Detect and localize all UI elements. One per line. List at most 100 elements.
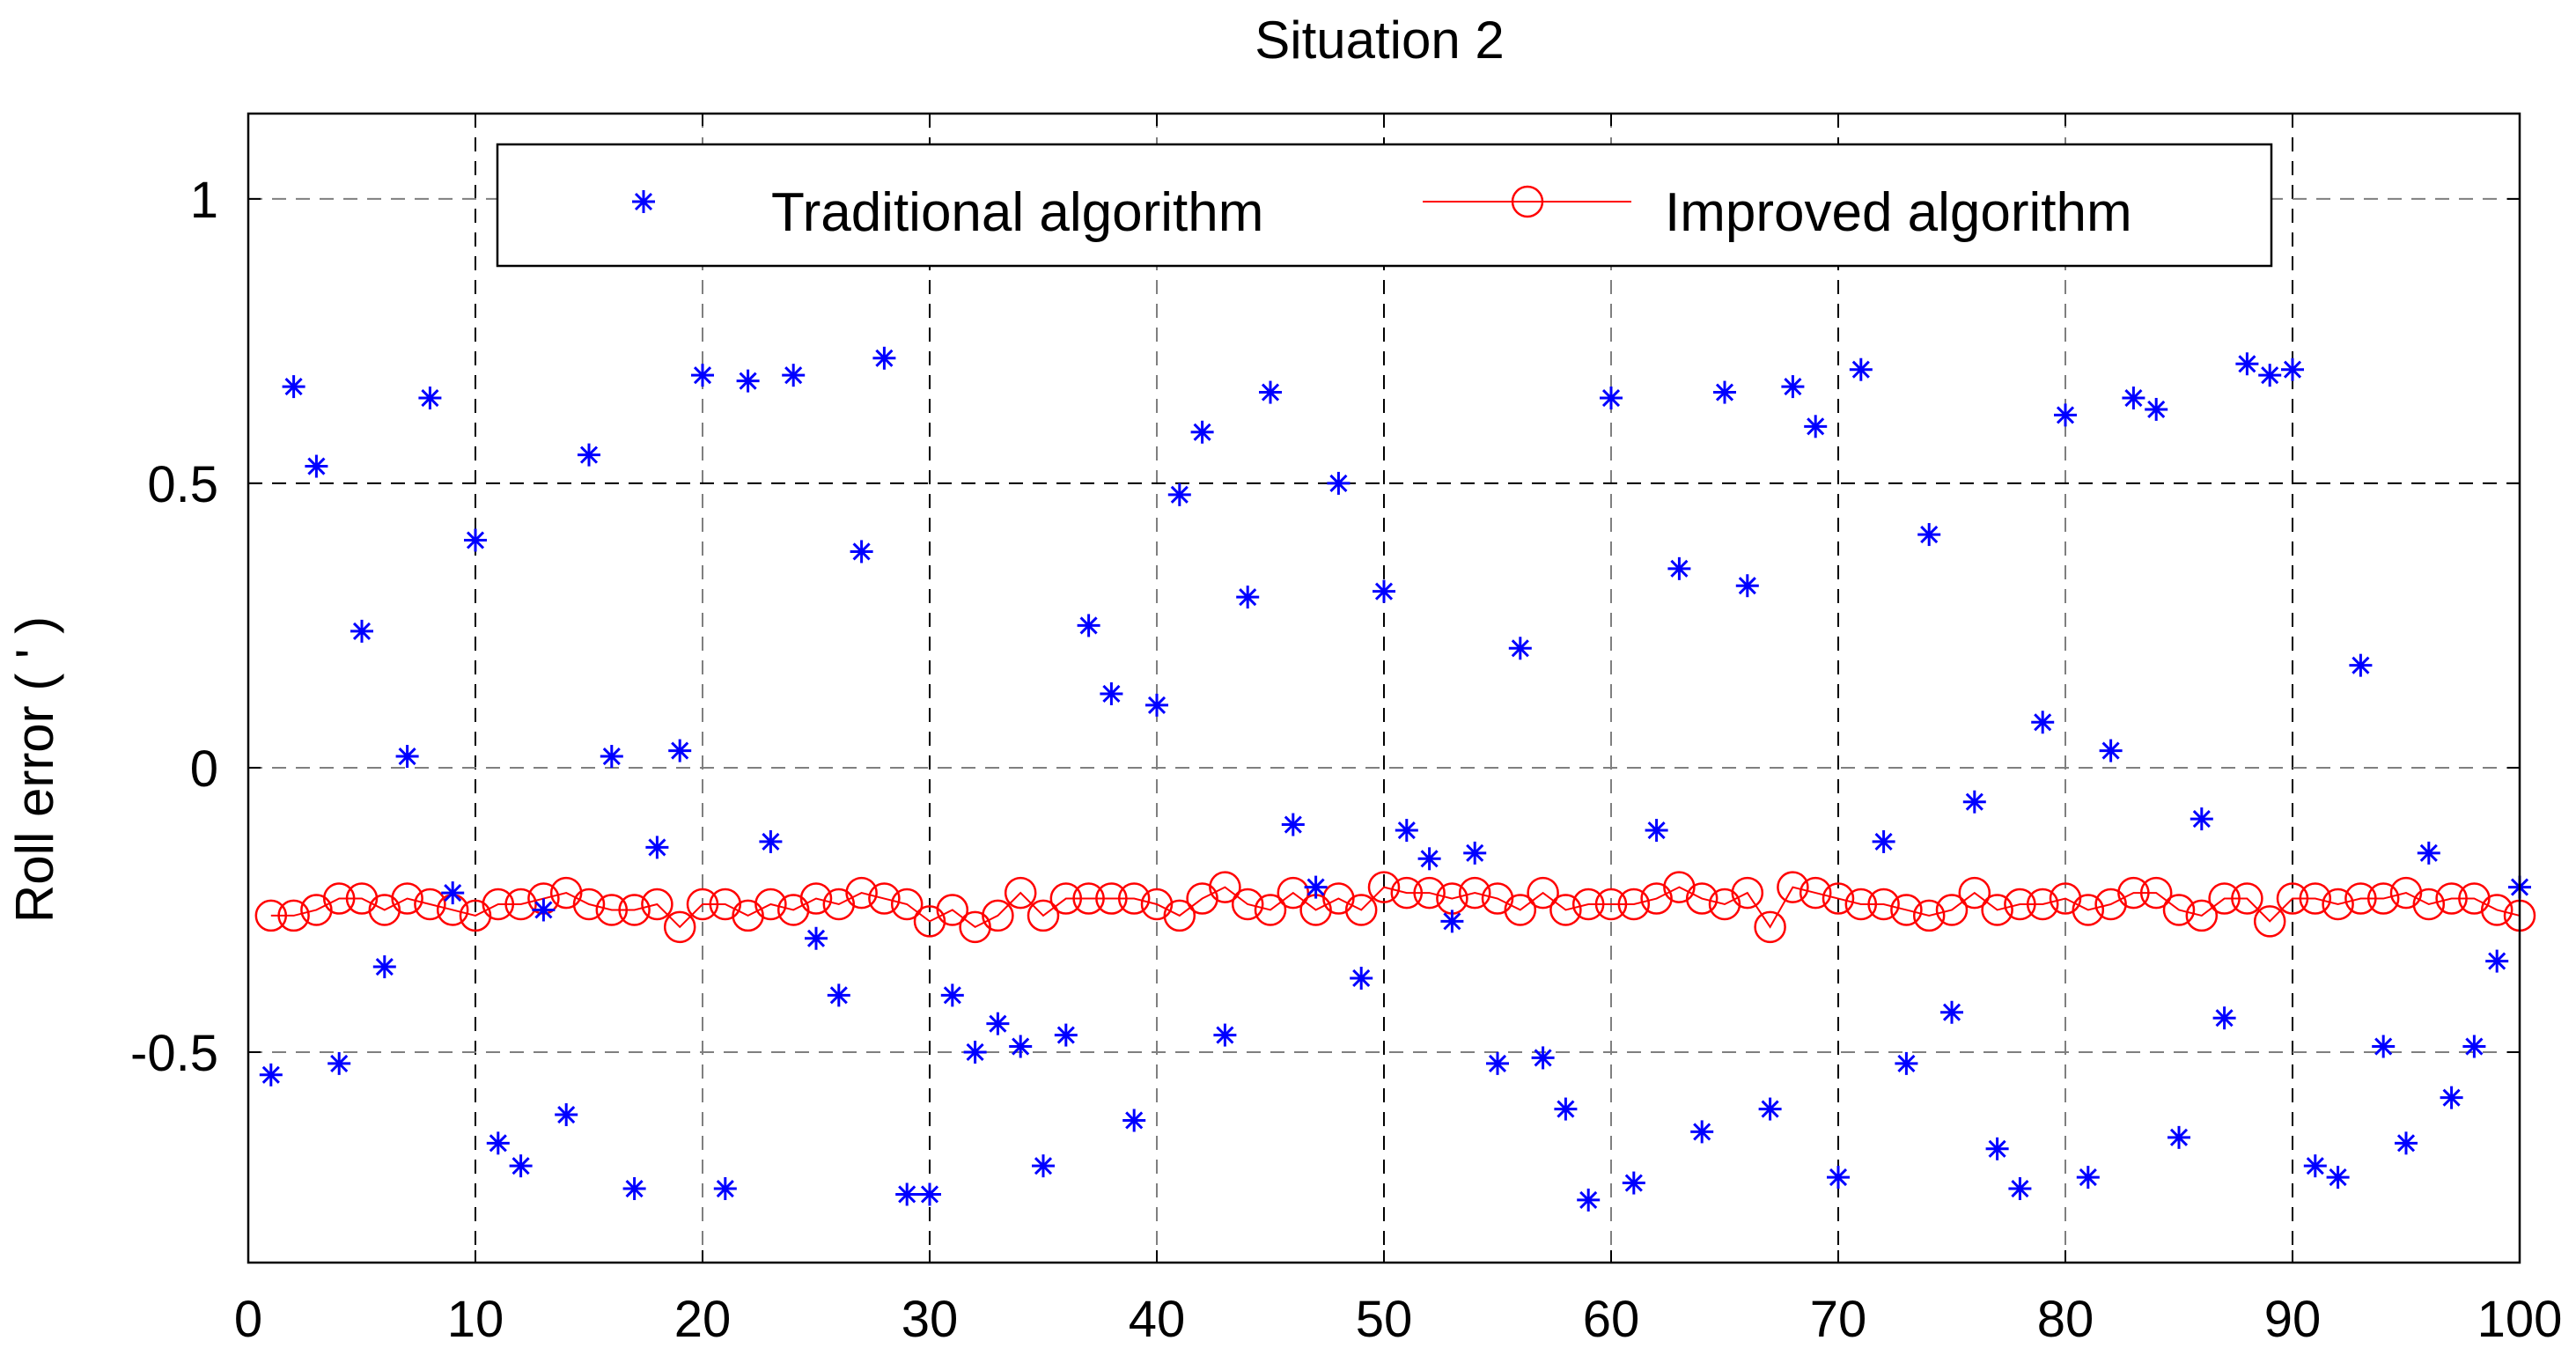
asterisk-stroke xyxy=(762,832,780,851)
traditional-point xyxy=(578,443,600,467)
asterisk-stroke xyxy=(648,838,666,857)
y-tick-label: 1 xyxy=(190,172,218,229)
traditional-point xyxy=(986,1012,1010,1035)
asterisk-stroke xyxy=(1579,1190,1598,1209)
asterisk-stroke xyxy=(284,378,303,396)
traditional-point xyxy=(1281,813,1305,836)
traditional-point xyxy=(1122,1109,1146,1132)
traditional-point xyxy=(827,983,850,1007)
x-tick-label: 10 xyxy=(447,1291,504,1348)
traditional-point xyxy=(1917,523,1941,547)
improved-point xyxy=(2185,899,2219,932)
chart-title: Situation 2 xyxy=(1255,11,1505,70)
traditional-point xyxy=(2281,357,2304,381)
asterisk-stroke xyxy=(1374,582,1394,600)
improved-point xyxy=(1186,882,1218,915)
grid xyxy=(248,114,2520,1263)
asterisk-stroke xyxy=(2442,1088,2461,1107)
asterisk-stroke xyxy=(2238,355,2256,373)
asterisk-stroke xyxy=(1988,1139,2006,1158)
traditional-point xyxy=(2485,949,2509,973)
improved-point xyxy=(2344,882,2377,915)
traditional-point xyxy=(2303,1154,2327,1178)
traditional-point xyxy=(1940,1000,1963,1024)
traditional-point xyxy=(1622,1171,1645,1195)
asterisk-stroke xyxy=(1261,383,1280,401)
traditional-point xyxy=(1735,574,1759,598)
traditional-point xyxy=(1032,1154,1055,1178)
asterisk-stroke xyxy=(534,901,553,919)
asterisk-stroke xyxy=(1306,878,1325,896)
improved-point xyxy=(1004,876,1037,910)
traditional-point xyxy=(418,387,442,410)
improved-point xyxy=(1527,876,1559,910)
legend-box xyxy=(496,143,2273,268)
traditional-point xyxy=(2326,1166,2350,1190)
asterisk-stroke xyxy=(852,542,871,561)
asterisk-stroke xyxy=(1851,360,1870,379)
asterisk-stroke xyxy=(1693,1123,1711,1141)
asterisk-stroke xyxy=(1102,684,1121,703)
asterisk-stroke xyxy=(1920,526,1939,544)
improved-point xyxy=(2480,894,2513,926)
asterisk-stroke xyxy=(1466,843,1484,862)
x-tick-label: 0 xyxy=(234,1291,262,1348)
asterisk-stroke xyxy=(261,1065,280,1084)
traditional-point xyxy=(645,836,669,859)
traditional-point xyxy=(2417,841,2440,865)
traditional-point xyxy=(1395,819,1418,843)
improved-point xyxy=(1344,894,1378,926)
asterisk-stroke xyxy=(2329,1168,2347,1187)
improved-point xyxy=(2004,888,2036,921)
asterisk-stroke xyxy=(375,957,394,976)
improved-point xyxy=(1890,894,1923,926)
traditional-point xyxy=(1849,357,1873,381)
traditional-point xyxy=(2054,403,2077,427)
x-tick-label: 60 xyxy=(1583,1291,1640,1348)
asterisk-stroke xyxy=(1624,1174,1643,1192)
improved-point xyxy=(1117,882,1151,915)
improved-point xyxy=(2139,876,2173,910)
traditional-point xyxy=(1259,380,1282,404)
asterisk-stroke xyxy=(1557,1100,1575,1118)
improved-point xyxy=(322,882,356,915)
improved-point xyxy=(1617,888,1651,921)
traditional-point xyxy=(1145,693,1168,717)
traditional-point xyxy=(328,1051,351,1075)
y-tick-label: 0 xyxy=(190,740,218,798)
traditional-point xyxy=(1827,1166,1850,1190)
axis-tick-labels: 0 10 20 30 40 50 60 70 80 90 100 -0.5 0 0.5 1 xyxy=(130,172,2562,1348)
improved-point xyxy=(1504,894,1537,926)
improved-point xyxy=(1822,882,1855,915)
traditional-point xyxy=(1373,579,1395,603)
traditional-point xyxy=(441,881,465,905)
improved-point xyxy=(2162,894,2196,926)
improved-point xyxy=(277,899,310,932)
asterisk-stroke xyxy=(2147,400,2166,419)
traditional-point xyxy=(1486,1051,1509,1075)
improved-point xyxy=(1912,899,1946,932)
traditional-point xyxy=(2031,711,2055,734)
improved-point xyxy=(686,888,719,921)
asterisk-stroke xyxy=(1965,792,1984,811)
improved-point xyxy=(345,882,379,915)
improved-point xyxy=(663,910,696,944)
improved-point xyxy=(1731,876,1764,910)
improved-point xyxy=(1277,876,1310,910)
traditional-point xyxy=(872,346,896,370)
improved-point xyxy=(1072,882,1105,915)
asterisk-stroke xyxy=(2192,810,2211,829)
asterisk-stroke xyxy=(2374,1037,2393,1056)
traditional-point xyxy=(1077,614,1100,637)
traditional-point xyxy=(2395,1131,2418,1155)
improved-point xyxy=(1413,876,1446,910)
traditional-point xyxy=(2372,1035,2396,1058)
traditional-point xyxy=(2008,1177,2032,1201)
asterisk-stroke xyxy=(2306,1157,2324,1175)
improved-point xyxy=(641,888,673,921)
traditional-point xyxy=(282,375,305,399)
traditional-point xyxy=(372,955,396,979)
traditional-point xyxy=(2099,739,2123,762)
traditional-point xyxy=(2190,807,2213,831)
improved-point xyxy=(845,876,878,910)
